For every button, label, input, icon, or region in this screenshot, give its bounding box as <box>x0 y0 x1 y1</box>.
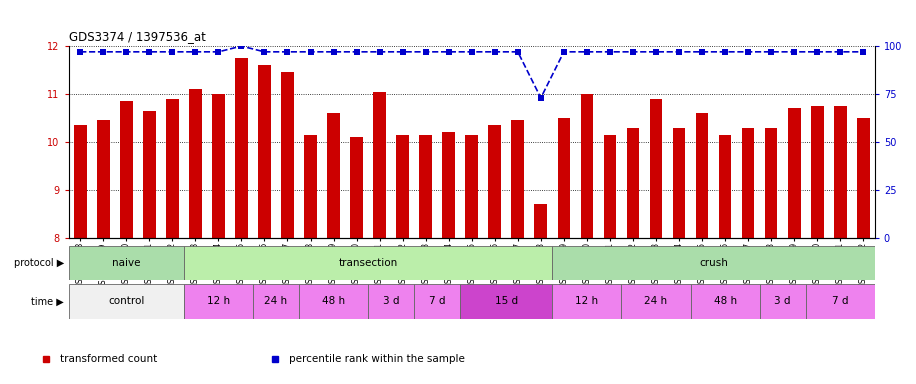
Bar <box>327 113 340 238</box>
Text: 3 d: 3 d <box>774 296 791 306</box>
Bar <box>535 205 547 238</box>
Bar <box>442 132 455 238</box>
Bar <box>184 284 253 319</box>
Bar <box>742 127 755 238</box>
Text: 12 h: 12 h <box>575 296 598 306</box>
Text: control: control <box>108 296 145 306</box>
Text: GDS3374 / 1397536_at: GDS3374 / 1397536_at <box>69 30 205 43</box>
Bar <box>374 92 386 238</box>
Text: 12 h: 12 h <box>207 296 230 306</box>
Text: 7 d: 7 d <box>832 296 848 306</box>
Bar <box>213 94 224 238</box>
Bar <box>857 118 869 238</box>
Bar <box>69 284 184 319</box>
Text: crush: crush <box>699 258 728 268</box>
Bar <box>672 127 685 238</box>
Bar <box>184 246 552 280</box>
Text: 3 d: 3 d <box>383 296 399 306</box>
Bar <box>488 125 501 238</box>
Bar <box>765 127 778 238</box>
Text: naive: naive <box>112 258 140 268</box>
Bar <box>604 135 616 238</box>
Bar <box>719 135 731 238</box>
Text: 48 h: 48 h <box>322 296 345 306</box>
Text: 15 d: 15 d <box>495 296 518 306</box>
Bar <box>581 94 594 238</box>
Bar <box>253 284 299 319</box>
Text: time ▶: time ▶ <box>31 296 64 306</box>
Bar <box>74 125 86 238</box>
Bar <box>834 106 846 238</box>
Bar <box>166 99 179 238</box>
Bar <box>397 135 409 238</box>
Bar <box>304 135 317 238</box>
Bar <box>97 121 110 238</box>
Text: transection: transection <box>339 258 398 268</box>
Bar <box>552 284 621 319</box>
Text: 24 h: 24 h <box>645 296 668 306</box>
Bar <box>350 137 363 238</box>
Bar <box>465 135 478 238</box>
Text: percentile rank within the sample: percentile rank within the sample <box>289 354 464 364</box>
Text: 7 d: 7 d <box>429 296 445 306</box>
Bar <box>649 99 662 238</box>
Bar <box>627 127 639 238</box>
Bar <box>759 284 806 319</box>
Text: 48 h: 48 h <box>714 296 736 306</box>
Bar <box>691 284 759 319</box>
Bar <box>235 58 247 238</box>
Bar <box>621 284 691 319</box>
Bar <box>806 284 875 319</box>
Bar <box>460 284 552 319</box>
Bar <box>420 135 432 238</box>
Text: 24 h: 24 h <box>265 296 288 306</box>
Bar <box>143 111 156 238</box>
Bar <box>368 284 414 319</box>
Bar <box>258 65 271 238</box>
Bar <box>299 284 368 319</box>
Bar <box>788 109 801 238</box>
Bar <box>189 89 202 238</box>
Text: transformed count: transformed count <box>60 354 157 364</box>
Bar <box>558 118 570 238</box>
Bar <box>69 246 184 280</box>
Bar <box>552 246 875 280</box>
Bar <box>414 284 460 319</box>
Bar <box>811 106 823 238</box>
Bar <box>120 101 133 238</box>
Text: protocol ▶: protocol ▶ <box>14 258 64 268</box>
Bar <box>696 113 708 238</box>
Bar <box>281 73 294 238</box>
Bar <box>511 121 524 238</box>
